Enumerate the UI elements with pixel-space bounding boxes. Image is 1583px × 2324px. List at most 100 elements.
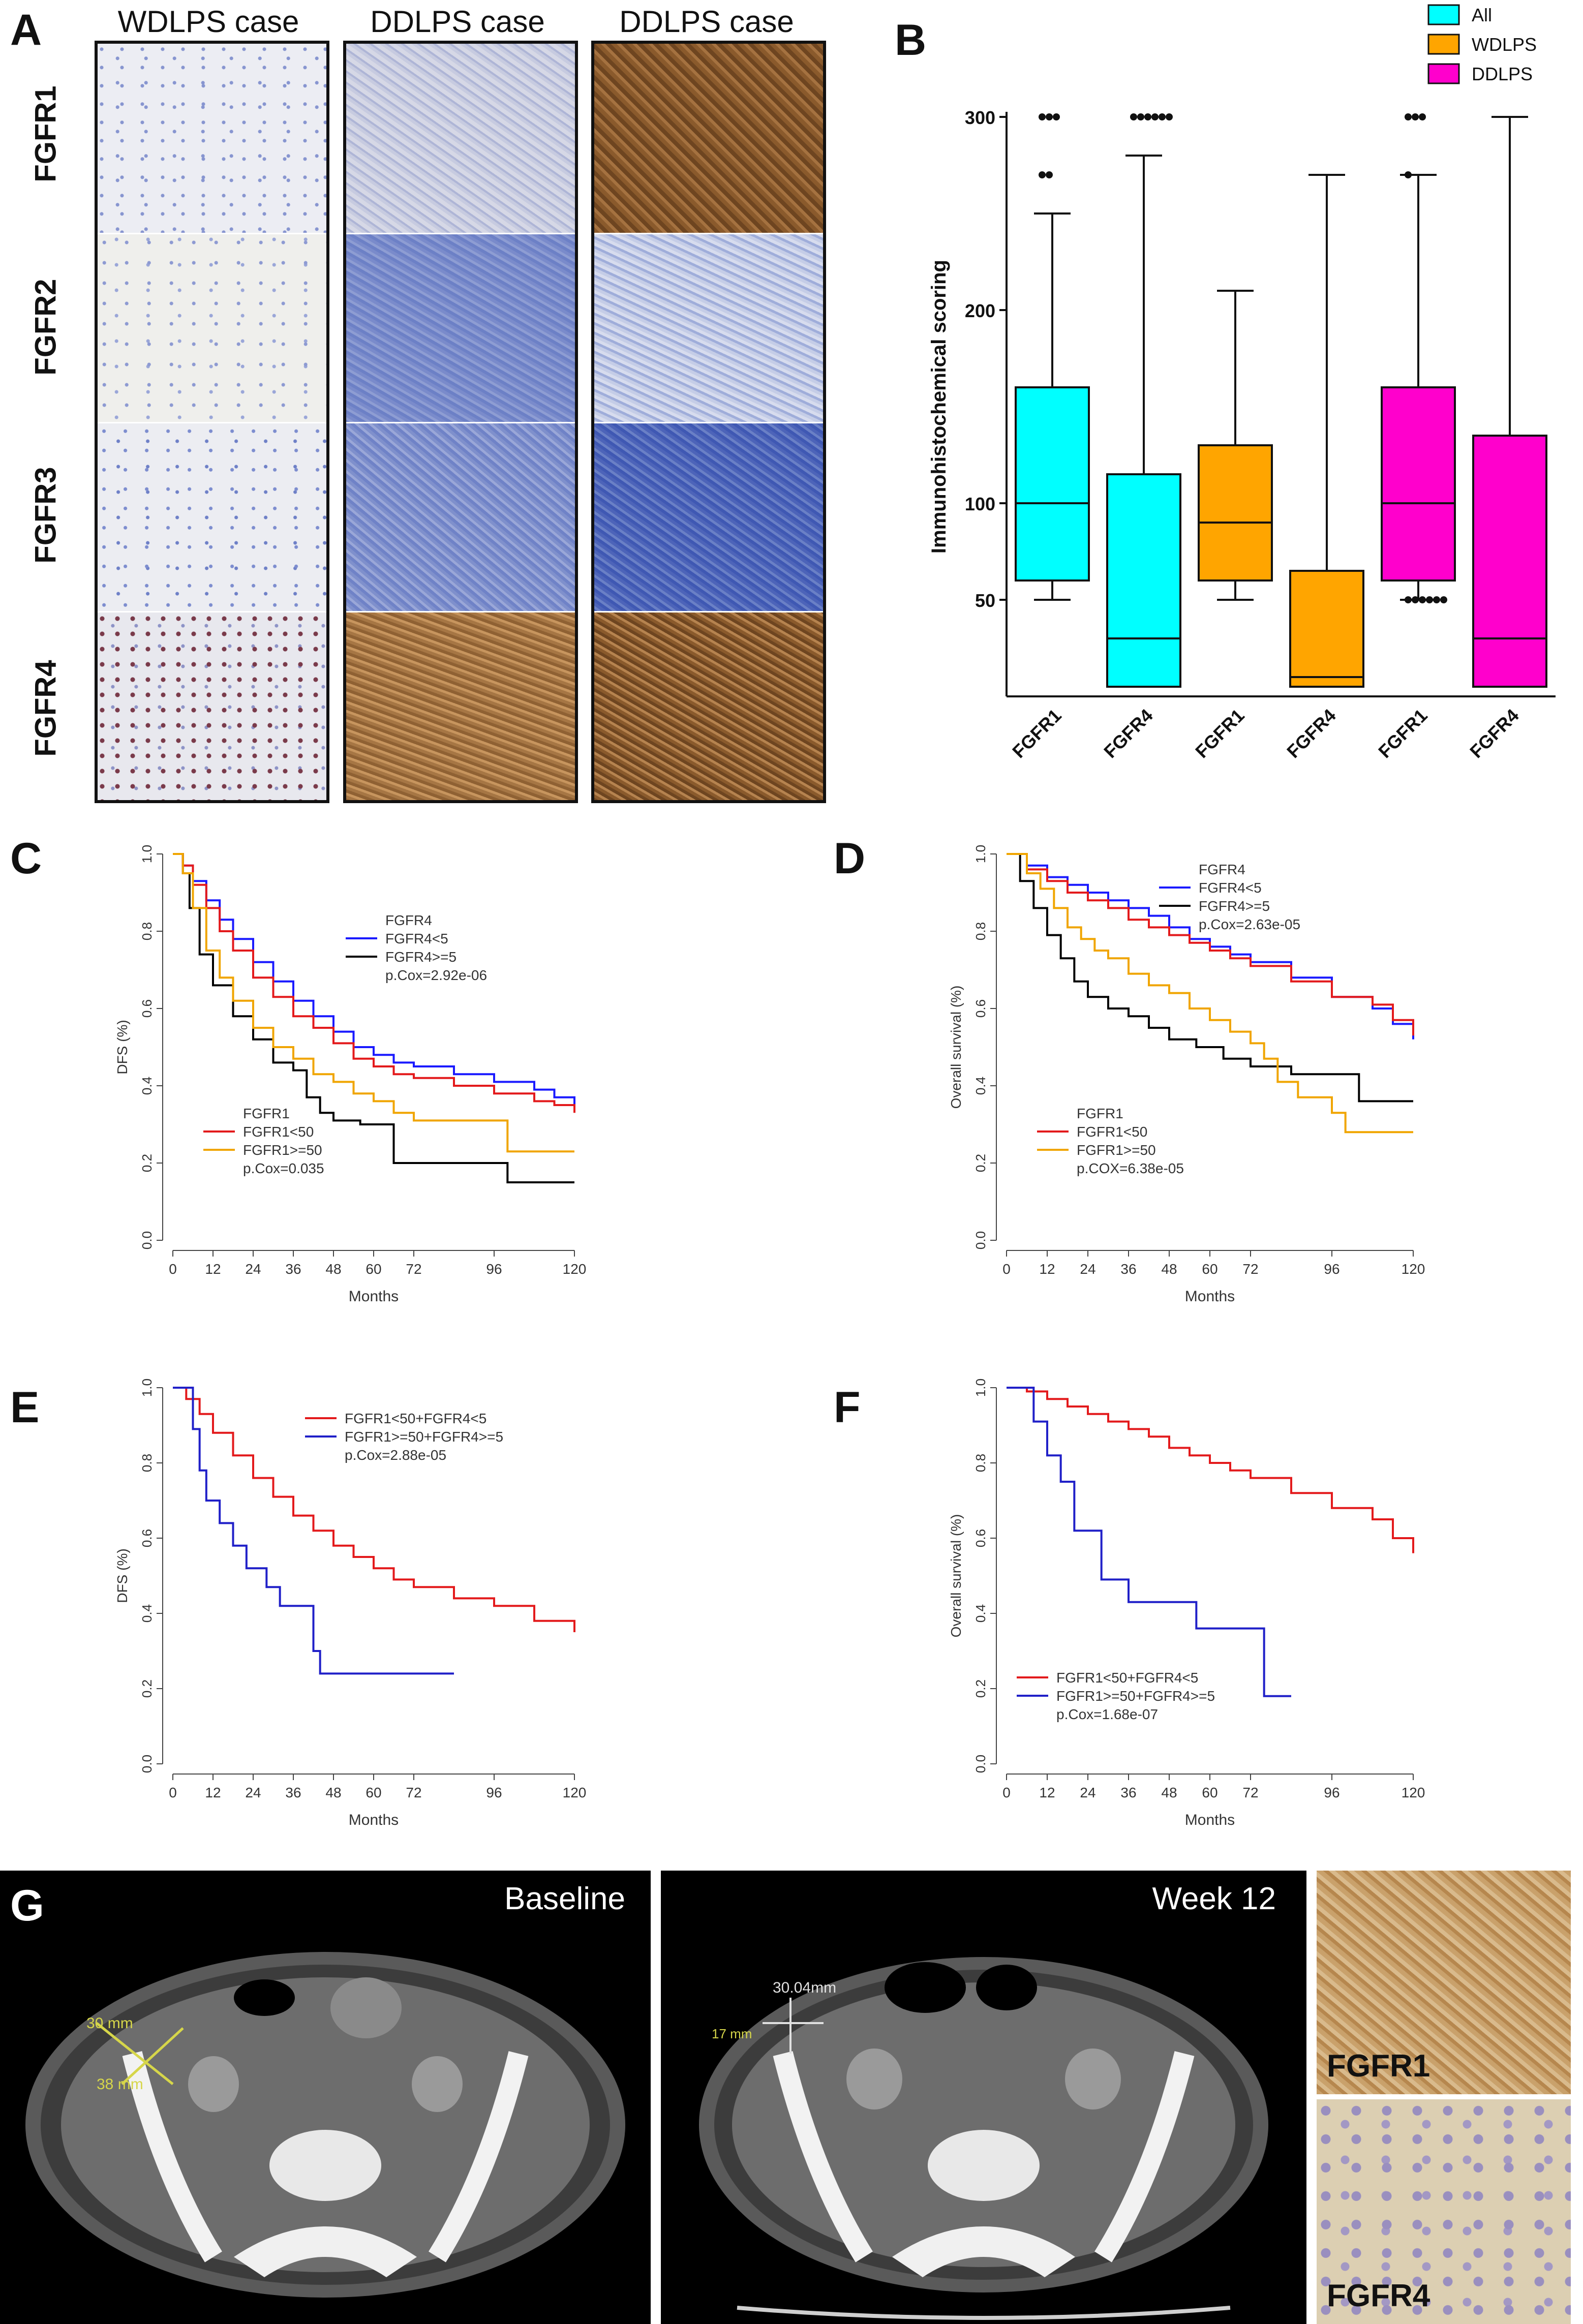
chart-e-dfs-combined: 0.0 0.2 0.4 0.6 0.8 1.0 0 12 24 36 48 60 72 96 120 Mont… — [114, 1379, 586, 1828]
C-y-tick-label: 0.2 — [139, 1154, 155, 1172]
D-x-axis-label: Months — [1185, 1288, 1235, 1305]
F-legend-entry: FGFR1>=50+FGFR4>=5 — [1056, 1688, 1215, 1704]
b-x-tick-label: FGFR4 — [1100, 705, 1156, 762]
ihc-fgfr4-image: FGFR4 — [1317, 2099, 1571, 2324]
D-x-tick-label: 96 — [1324, 1261, 1340, 1277]
ihc-tile-ddlps2-fgfr4 — [594, 611, 823, 800]
F-y-tick-label: 0.0 — [973, 1755, 988, 1773]
b-outlier-point — [1405, 171, 1412, 178]
D-x-tick-label: 24 — [1080, 1261, 1095, 1277]
C-x-tick-label: 120 — [563, 1261, 587, 1277]
F-series-line-1 — [1007, 1387, 1291, 1697]
F-x-tick-label: 24 — [1080, 1785, 1095, 1800]
b-y-tick-label: 100 — [965, 494, 995, 514]
D-y-tick-label: 0.2 — [973, 1154, 988, 1172]
D-legend-entry: FGFR1>=50 — [1077, 1142, 1156, 1158]
ct-baseline-image: 30 mm 38 mm — [25, 1952, 625, 2298]
E-legend-entry: FGFR1<50+FGFR4<5 — [345, 1411, 486, 1426]
F-x-axis-label: Months — [1185, 1812, 1235, 1828]
chart-c-dfs: 0.0 0.2 0.4 0.6 0.8 1.0 0 12 24 36 48 60 72 96 120 Mont… — [114, 845, 587, 1305]
C-x-tick-label: 0 — [169, 1261, 177, 1277]
ct-week12-measure-1: 30.04mm — [773, 1979, 836, 1996]
histology-column-ddlps-1 — [343, 41, 578, 803]
ihc-tile-ddlps1-fgfr3 — [346, 422, 575, 613]
col-title-wdlps: WDLPS case — [117, 5, 299, 39]
row-label-fgfr3: FGFR3 — [29, 467, 63, 564]
E-x-tick-label: 24 — [245, 1785, 261, 1800]
C-x-tick-label: 12 — [205, 1261, 221, 1277]
b-outlier-point — [1419, 113, 1426, 120]
col-title-ddlps-2: DDLPS case — [619, 5, 794, 39]
E-x-axis-label: Months — [349, 1812, 399, 1828]
panel-label-b: B — [895, 16, 927, 65]
E-x-tick-label: 96 — [486, 1785, 502, 1800]
b-outlier-point — [1405, 113, 1412, 120]
b-x-tick-label: FGFR1 — [1374, 705, 1431, 762]
E-y-tick-label: 0.2 — [139, 1679, 155, 1698]
F-y-axis-label: Overall survival (%) — [948, 1514, 964, 1638]
b-outlier-point — [1130, 113, 1137, 120]
E-y-tick-label: 0.4 — [139, 1604, 155, 1623]
C-legend-pvalue: p.Cox=2.92e-06 — [385, 967, 487, 983]
E-x-tick-label: 60 — [366, 1785, 381, 1800]
F-x-tick-label: 120 — [1402, 1785, 1425, 1800]
E-legend-entry: FGFR1>=50+FGFR4>=5 — [345, 1429, 503, 1445]
b-legend-swatch-wdlps — [1427, 34, 1460, 55]
D-legend-pvalue: p.Cox=2.63e-05 — [1199, 916, 1300, 932]
C-x-tick-label: 24 — [245, 1261, 261, 1277]
C-series-line-3 — [173, 853, 574, 1153]
row-label-fgfr2: FGFR2 — [29, 279, 63, 376]
D-y-tick-label: 0.8 — [973, 922, 988, 940]
ihc-tile-ddlps2-fgfr1 — [594, 44, 823, 233]
row-label-fgfr1: FGFR1 — [29, 85, 63, 182]
b-x-tick-label: FGFR4 — [1466, 705, 1523, 762]
C-x-tick-label: 60 — [366, 1261, 381, 1277]
F-x-tick-label: 12 — [1039, 1785, 1055, 1800]
C-legend-pvalue: p.Cox=0.035 — [243, 1160, 324, 1176]
ct-week12-label: Week 12 — [1152, 1881, 1276, 1916]
E-y-tick-label: 0.8 — [139, 1454, 155, 1472]
C-y-tick-label: 0.0 — [139, 1231, 155, 1249]
F-x-tick-label: 72 — [1242, 1785, 1258, 1800]
ihc-tile-ddlps2-fgfr2 — [594, 233, 823, 423]
C-x-tick-label: 96 — [486, 1261, 502, 1277]
E-x-tick-label: 0 — [169, 1785, 177, 1800]
C-legend-entry: FGFR1<50 — [243, 1124, 314, 1140]
ihc-tile-wdlps-fgfr4 — [98, 611, 326, 800]
E-legend-pvalue: p.Cox=2.88e-05 — [345, 1447, 446, 1463]
ihc-tile-ddlps1-fgfr4 — [346, 611, 575, 800]
b-y-tick-label: 50 — [975, 590, 995, 611]
chart-b-boxplot: 50 100 200 300 Immunohistochemical scoring FG… — [928, 4, 1556, 762]
F-legend-pvalue: p.Cox=1.68e-07 — [1056, 1706, 1158, 1722]
D-y-axis-label: Overall survival (%) — [948, 986, 964, 1109]
histology-column-wdlps — [95, 41, 329, 803]
D-x-tick-label: 12 — [1039, 1261, 1055, 1277]
b-outlier-point — [1405, 596, 1412, 603]
C-y-tick-label: 0.8 — [139, 922, 155, 940]
panel-label-c: C — [10, 834, 42, 883]
b-outlier-point — [1046, 113, 1053, 120]
b-outlier-point — [1159, 113, 1166, 120]
C-legend-title: FGFR1 — [243, 1106, 290, 1121]
b-box-wdlps-fgfr4 — [1289, 570, 1364, 688]
b-legend-label-all: All — [1472, 5, 1492, 25]
b-y-tick-label: 300 — [965, 107, 995, 128]
E-y-axis-label: DFS (%) — [114, 1548, 130, 1603]
F-x-tick-label: 96 — [1324, 1785, 1340, 1800]
ihc-tile-wdlps-fgfr1 — [98, 44, 326, 233]
b-x-tick-label: FGFR1 — [1008, 705, 1065, 762]
b-y-tick-label: 200 — [965, 300, 995, 321]
F-legend-entry: FGFR1<50+FGFR4<5 — [1056, 1670, 1198, 1686]
D-y-tick-label: 0.6 — [973, 999, 988, 1018]
D-x-tick-label: 48 — [1161, 1261, 1177, 1277]
b-outlier-point — [1046, 171, 1053, 178]
C-series-line-0 — [173, 853, 575, 1109]
b-y-axis-label: Immunohistochemical scoring — [928, 260, 950, 554]
C-x-tick-label: 72 — [406, 1261, 421, 1277]
D-y-tick-label: 0.4 — [973, 1077, 988, 1095]
b-outlier-point — [1440, 596, 1447, 603]
D-y-tick-label: 0.0 — [973, 1231, 988, 1249]
E-x-tick-label: 72 — [406, 1785, 421, 1800]
b-outlier-point — [1412, 596, 1419, 603]
ihc-fgfr4-label: FGFR4 — [1327, 2278, 1430, 2313]
